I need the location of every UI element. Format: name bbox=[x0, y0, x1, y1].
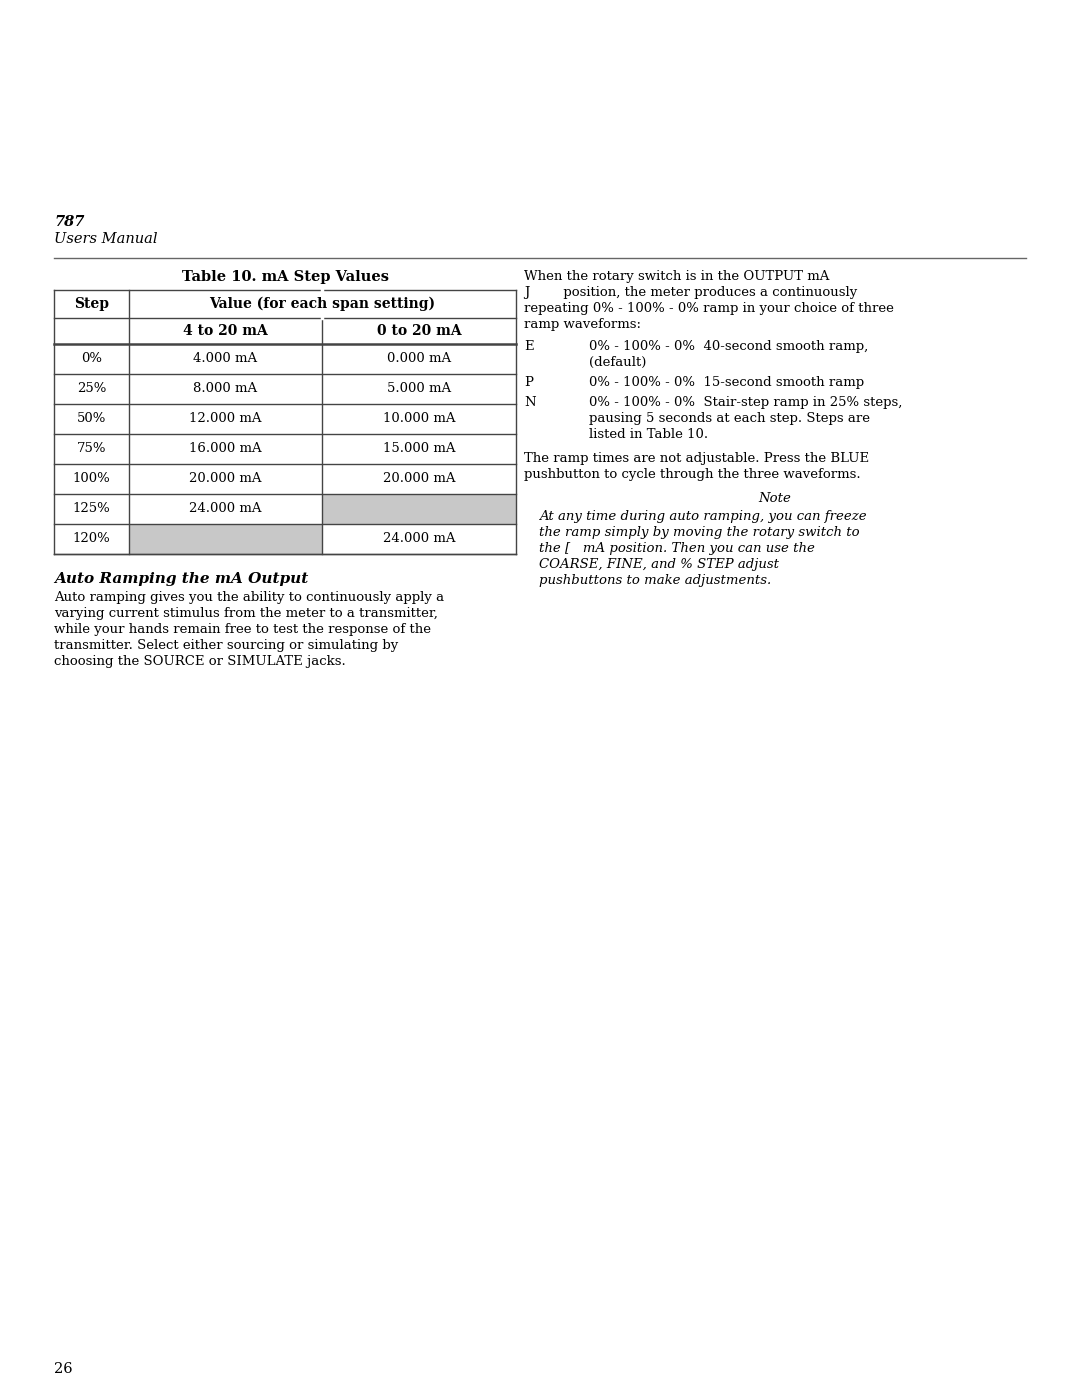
Text: Step: Step bbox=[75, 298, 109, 312]
Text: choosing the SOURCE or SIMULATE jacks.: choosing the SOURCE or SIMULATE jacks. bbox=[54, 655, 346, 668]
Text: Auto Ramping the mA Output: Auto Ramping the mA Output bbox=[54, 571, 308, 585]
Text: 15.000 mA: 15.000 mA bbox=[382, 443, 456, 455]
Text: the [   mA position. Then you can use the: the [ mA position. Then you can use the bbox=[539, 542, 815, 555]
Text: 0% - 100% - 0%  15-second smooth ramp: 0% - 100% - 0% 15-second smooth ramp bbox=[589, 376, 864, 388]
Text: 50%: 50% bbox=[77, 412, 106, 426]
Text: 16.000 mA: 16.000 mA bbox=[189, 443, 261, 455]
Text: 4 to 20 mA: 4 to 20 mA bbox=[184, 324, 268, 338]
Text: repeating 0% - 100% - 0% ramp in your choice of three: repeating 0% - 100% - 0% ramp in your ch… bbox=[524, 302, 894, 314]
Text: 4.000 mA: 4.000 mA bbox=[193, 352, 257, 366]
Text: Auto ramping gives you the ability to continuously apply a: Auto ramping gives you the ability to co… bbox=[54, 591, 444, 604]
Text: The ramp times are not adjustable. Press the BLUE: The ramp times are not adjustable. Press… bbox=[524, 453, 869, 465]
Text: pausing 5 seconds at each step. Steps are: pausing 5 seconds at each step. Steps ar… bbox=[589, 412, 870, 425]
Text: 10.000 mA: 10.000 mA bbox=[382, 412, 456, 426]
Text: transmitter. Select either sourcing or simulating by: transmitter. Select either sourcing or s… bbox=[54, 638, 399, 652]
Text: 0%: 0% bbox=[81, 352, 102, 366]
Text: 8.000 mA: 8.000 mA bbox=[193, 383, 257, 395]
Text: Users Manual: Users Manual bbox=[54, 232, 158, 246]
Text: pushbuttons to make adjustments.: pushbuttons to make adjustments. bbox=[539, 574, 771, 587]
Text: Value (for each span setting): Value (for each span setting) bbox=[210, 296, 435, 312]
Text: 12.000 mA: 12.000 mA bbox=[189, 412, 261, 426]
Text: 0% - 100% - 0%  Stair-step ramp in 25% steps,: 0% - 100% - 0% Stair-step ramp in 25% st… bbox=[589, 395, 903, 409]
Text: (default): (default) bbox=[589, 356, 646, 369]
Text: 787: 787 bbox=[54, 215, 84, 229]
Text: varying current stimulus from the meter to a transmitter,: varying current stimulus from the meter … bbox=[54, 608, 437, 620]
Text: 0 to 20 mA: 0 to 20 mA bbox=[377, 324, 461, 338]
Text: 20.000 mA: 20.000 mA bbox=[382, 472, 456, 486]
Text: 24.000 mA: 24.000 mA bbox=[382, 532, 456, 545]
Text: 120%: 120% bbox=[72, 532, 110, 545]
Text: listed in Table 10.: listed in Table 10. bbox=[589, 427, 708, 441]
Text: 0.000 mA: 0.000 mA bbox=[387, 352, 451, 366]
Text: 20.000 mA: 20.000 mA bbox=[189, 472, 261, 486]
Text: 125%: 125% bbox=[72, 503, 110, 515]
Text: 26: 26 bbox=[54, 1362, 72, 1376]
Bar bbox=[322, 495, 516, 524]
Text: 0% - 100% - 0%  40-second smooth ramp,: 0% - 100% - 0% 40-second smooth ramp, bbox=[589, 339, 868, 353]
Text: At any time during auto ramping, you can freeze: At any time during auto ramping, you can… bbox=[539, 510, 866, 522]
Text: COARSE, FINE, and % STEP adjust: COARSE, FINE, and % STEP adjust bbox=[539, 557, 779, 571]
Text: N: N bbox=[524, 395, 536, 409]
Bar bbox=[129, 524, 322, 555]
Text: 100%: 100% bbox=[72, 472, 110, 486]
Text: while your hands remain free to test the response of the: while your hands remain free to test the… bbox=[54, 623, 431, 636]
Text: pushbutton to cycle through the three waveforms.: pushbutton to cycle through the three wa… bbox=[524, 468, 861, 481]
Text: J        position, the meter produces a continuously: J position, the meter produces a continu… bbox=[524, 286, 858, 299]
Text: Note: Note bbox=[758, 492, 792, 504]
Text: ramp waveforms:: ramp waveforms: bbox=[524, 319, 642, 331]
Text: the ramp simply by moving the rotary switch to: the ramp simply by moving the rotary swi… bbox=[539, 527, 860, 539]
Text: 24.000 mA: 24.000 mA bbox=[189, 503, 261, 515]
Text: 25%: 25% bbox=[77, 383, 106, 395]
Text: When the rotary switch is in the OUTPUT mA: When the rotary switch is in the OUTPUT … bbox=[524, 270, 829, 284]
Text: P: P bbox=[524, 376, 534, 388]
Text: 75%: 75% bbox=[77, 443, 106, 455]
Text: Table 10. mA Step Values: Table 10. mA Step Values bbox=[181, 270, 389, 284]
Text: E: E bbox=[524, 339, 534, 353]
Text: 5.000 mA: 5.000 mA bbox=[387, 383, 451, 395]
